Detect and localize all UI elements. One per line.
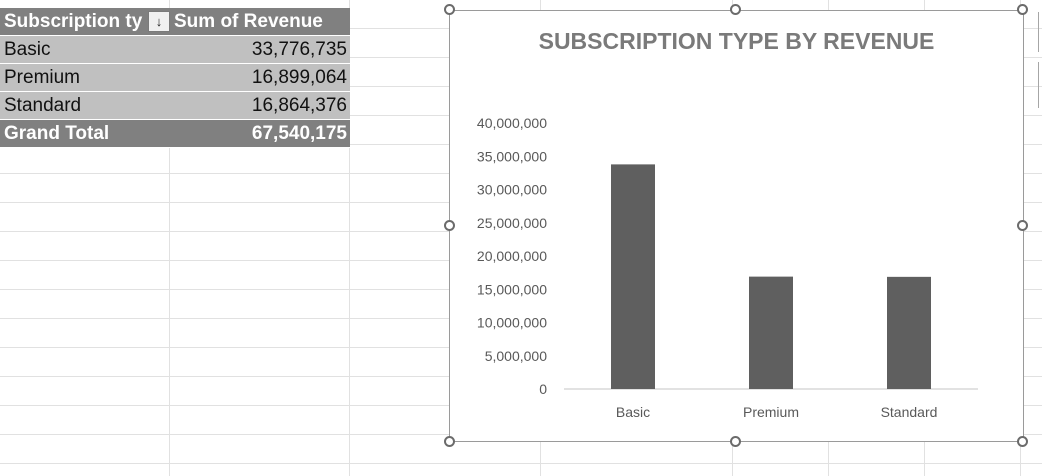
pivot-header-row-label-cell[interactable]: Subscription ty ↓ [0,8,170,35]
pivot-total-row[interactable]: Grand Total 67,540,175 [0,120,350,148]
pivot-total-label[interactable]: Grand Total [4,123,110,144]
pivot-table[interactable]: Subscription ty ↓ Sum of Revenue Basic 3… [0,8,350,148]
resize-handle-top-center[interactable] [730,4,741,15]
right-edge-line [1038,12,1039,52]
pivot-row[interactable]: Premium 16,899,064 [0,64,350,92]
pivot-row[interactable]: Basic 33,776,735 [0,36,350,64]
pivot-row-label[interactable]: Standard [4,95,82,116]
chart-title[interactable]: SUBSCRIPTION TYPE BY REVENUE [538,28,935,54]
pivot-row-value[interactable]: 33,776,735 [251,39,347,60]
pivot-header-row-label: Subscription ty [4,11,143,32]
resize-handle-middle-left[interactable] [444,220,455,231]
chart-area[interactable] [449,10,1024,442]
pivot-total-value[interactable]: 67,540,175 [251,123,347,144]
resize-handle-bottom-left[interactable] [444,436,455,447]
pivot-header-value-label[interactable]: Sum of Revenue [174,11,323,32]
resize-handle-bottom-right[interactable] [1017,436,1028,447]
resize-handle-middle-right[interactable] [1017,220,1028,231]
pivot-header-row: Subscription ty ↓ Sum of Revenue [0,8,350,36]
pivot-row[interactable]: Standard 16,864,376 [0,92,350,120]
pivot-row-value[interactable]: 16,899,064 [251,67,347,88]
pivot-row-label[interactable]: Basic [4,39,51,60]
pivot-row-value[interactable]: 16,864,376 [251,95,347,116]
resize-handle-top-left[interactable] [444,4,455,15]
pivot-row-label[interactable]: Premium [4,67,81,88]
resize-handle-bottom-center[interactable] [730,436,741,447]
resize-handle-top-right[interactable] [1017,4,1028,15]
right-edge-line [1038,62,1039,108]
filter-dropdown-icon[interactable]: ↓ [148,11,170,32]
